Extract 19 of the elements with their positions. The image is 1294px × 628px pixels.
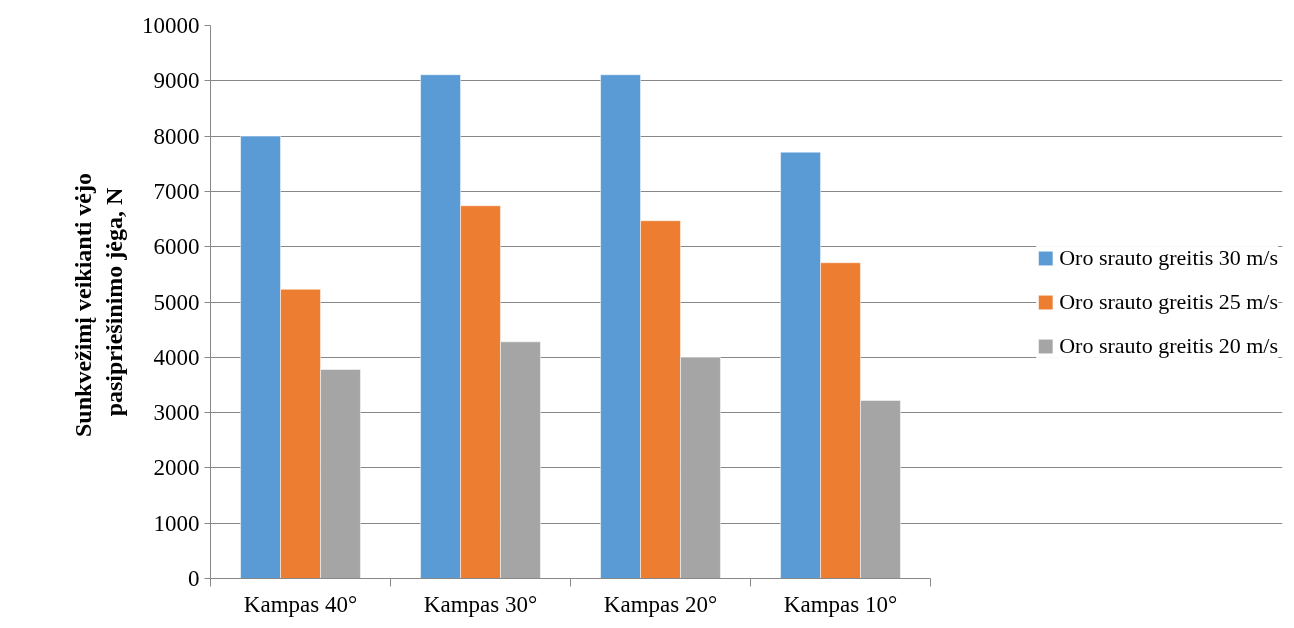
y-tick-label: 3000 [153,400,200,426]
legend-label: Oro srauto greitis 25 m/s [1059,288,1278,315]
y-axis-title: Sunkvežimį veikianti vėjo pasipriešinimo jėga, N [69,172,127,438]
y-tick-label: 8000 [153,123,200,149]
x-tick-label: Kampas 20° [603,591,718,617]
y-tick-label: 6000 [153,234,200,260]
x-tick-label: Kampas 40° [243,591,358,617]
y-tick-label: 5000 [153,289,200,315]
y-tick-label: 4000 [153,344,200,370]
y-tick-label: 0 [188,566,200,591]
x-tick-label: Kampas 10° [783,591,898,617]
y-tick-label: 2000 [153,455,200,481]
legend-label: Oro srauto greitis 20 m/s [1059,332,1278,359]
y-tick-label: 10000 [142,13,200,38]
x-tick-label: Kampas 30° [423,591,538,617]
y-tick-label: 1000 [153,510,200,536]
y-tick-label: 7000 [153,178,200,204]
legend-label: Oro srauto greitis 30 m/s [1059,244,1278,271]
y-tick-label: 9000 [153,68,200,94]
